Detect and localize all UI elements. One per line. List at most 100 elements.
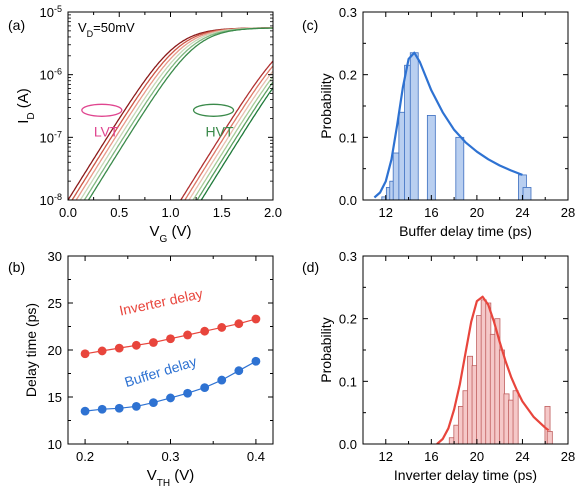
y-tick-label-2: 0.1 <box>339 130 357 145</box>
group-ellipse-hvt <box>192 103 235 117</box>
x-axis-label-b: VTH (V) <box>147 467 195 489</box>
series-label-1: Inverter delay <box>118 285 204 318</box>
series-1-point-7 <box>183 330 192 340</box>
x-axis-label-d: Inverter delay time (ps) <box>394 467 537 483</box>
x-tick-label-1: 12 <box>379 205 393 220</box>
x-tick-label-3: 0.4 <box>247 449 265 464</box>
series-2-point-11 <box>251 356 261 366</box>
y-tick-label-1: 0.0 <box>339 437 357 452</box>
y-tick-label-1: 10 <box>48 437 62 452</box>
iv-curve-hvt-5 <box>196 81 273 200</box>
x-tick-label-4: 1.5 <box>213 205 231 220</box>
chart-panel-d: (d) 12 16 20 24 28 0.0 0.1 0.2 0.3 Inverter delay … <box>302 249 575 483</box>
y-tick-label-2: 10-7 <box>40 129 62 145</box>
plot-area-a <box>68 27 273 200</box>
x-axis-label-a: VG (V) <box>150 223 192 245</box>
series-1-point-10 <box>234 319 244 329</box>
y-tick-label-3: 20 <box>48 343 62 358</box>
chart-panel-c: (c) 12 16 20 24 28 0.0 0.1 0.2 0.3 Buffer delay ti… <box>302 5 575 239</box>
bar-17 <box>546 431 553 444</box>
bar-15 <box>512 390 519 444</box>
x-tick-label-1: 0.2 <box>76 449 94 464</box>
x-tick-label-3: 20 <box>470 449 484 464</box>
group-label-lvt: LVT <box>94 123 119 139</box>
x-tick-label-3: 1.0 <box>161 205 179 220</box>
plot-area-c <box>373 51 532 200</box>
plot-area-b <box>80 314 261 416</box>
series-2-point-5 <box>149 398 158 408</box>
x-tick-label-1: 12 <box>379 449 393 464</box>
bar-7 <box>409 52 419 200</box>
chart-panel-a: (a) LVT HVT VD=50mV 0.0 0.5 1.0 1.5 2.0 10-8 10-7 1… <box>8 4 282 245</box>
y-tick-label-4: 10-5 <box>40 4 62 20</box>
group-label-hvt: HVT <box>206 123 234 139</box>
x-tick-label-3: 20 <box>470 205 484 220</box>
series-1-point-2 <box>97 346 107 356</box>
bar-8 <box>426 115 436 200</box>
y-tick-label-1: 10-8 <box>40 192 62 208</box>
iv-curve-lvt-6 <box>87 27 273 200</box>
x-tick-label-4: 24 <box>515 205 529 220</box>
y-axis-label-b: Delay time (ps) <box>23 303 39 397</box>
y-tick-label-4: 0.3 <box>339 5 357 20</box>
series-1-point-9 <box>217 323 227 332</box>
y-tick-label-2: 0.1 <box>339 374 357 389</box>
x-tick-label-2: 16 <box>424 449 438 464</box>
x-tick-label-2: 16 <box>424 205 438 220</box>
panel-label-a: (a) <box>8 17 25 33</box>
y-axis-label-d: Probability <box>318 317 334 382</box>
series-1-point-5 <box>149 338 158 347</box>
series-1-point-4 <box>131 340 141 350</box>
fit-curve <box>373 51 523 199</box>
group-ellipse-lvt <box>81 103 123 117</box>
series-2-point-8 <box>200 383 210 392</box>
series-1-point-11 <box>251 314 261 324</box>
panel-label-d: (d) <box>302 259 319 275</box>
series-1-point-8 <box>200 326 210 336</box>
series-2-point-10 <box>234 366 244 376</box>
x-axis-label-c: Buffer delay time (ps) <box>399 223 532 239</box>
y-tick-label-4: 0.3 <box>339 249 357 264</box>
series-2-point-1 <box>80 406 90 416</box>
series-1-point-6 <box>166 334 175 344</box>
iv-curve-hvt-4 <box>192 76 273 200</box>
y-tick-label-3: 0.2 <box>339 312 357 327</box>
iv-curve-hvt-3 <box>188 70 273 200</box>
y-axis-label-a: ID (A) <box>15 88 37 124</box>
panel-label-c: (c) <box>302 17 318 33</box>
x-tick-label-4: 24 <box>515 449 529 464</box>
y-tick-label-2: 15 <box>48 390 62 405</box>
bias-annotation: VD=50mV <box>78 20 135 39</box>
iv-curve-hvt-6 <box>200 87 273 200</box>
iv-curve-hvt-1 <box>180 60 273 200</box>
y-tick-label-3: 0.2 <box>339 68 357 83</box>
series-2-point-9 <box>217 375 227 385</box>
y-tick-label-4: 25 <box>48 296 62 311</box>
x-tick-label-2: 0.3 <box>161 449 179 464</box>
y-tick-label-5: 30 <box>48 249 62 264</box>
x-tick-label-1: 0.0 <box>59 205 77 220</box>
series-1-point-1 <box>80 349 90 359</box>
series-label-2: Buffer delay <box>123 353 199 390</box>
y-axis-label-c: Probability <box>318 73 334 138</box>
fit-curve <box>436 295 550 444</box>
plot-frame-a <box>67 11 274 201</box>
x-tick-label-5: 2.0 <box>264 205 282 220</box>
chart-panel-b: (b) Inverter delay Buffer delay 0.2 0.3 0.4 10… <box>8 249 274 489</box>
iv-curve-lvt-3 <box>75 27 273 200</box>
iv-curve-hvt-2 <box>184 65 273 200</box>
series-2-point-7 <box>183 388 192 398</box>
series-2-point-2 <box>97 404 107 414</box>
x-tick-label-5: 28 <box>561 449 575 464</box>
x-tick-label-2: 0.5 <box>110 205 128 220</box>
x-tick-label-5: 28 <box>561 205 575 220</box>
plot-area-d <box>436 295 553 444</box>
panel-label-b: (b) <box>8 259 25 275</box>
series-2-point-3 <box>114 403 124 413</box>
y-tick-label-1: 0.0 <box>339 193 357 208</box>
iv-curve-lvt-2 <box>71 27 273 200</box>
series-2-point-4 <box>131 402 141 411</box>
series-1-point-3 <box>114 343 124 353</box>
series-2-point-6 <box>166 393 175 403</box>
